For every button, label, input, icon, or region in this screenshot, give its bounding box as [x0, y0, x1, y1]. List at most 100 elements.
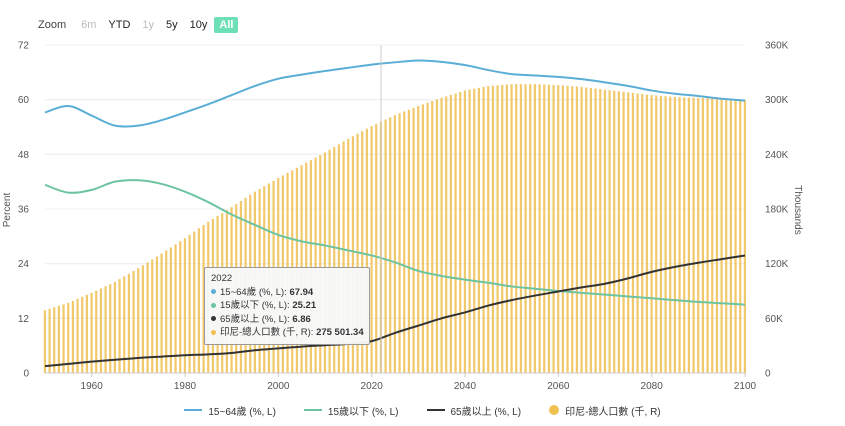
y-right-tick-label: 180K [765, 205, 789, 216]
population-bar [431, 101, 434, 373]
population-bar [132, 270, 135, 373]
population-bar [734, 99, 737, 374]
population-bar [370, 126, 373, 373]
y-right-tick-label: 360K [765, 41, 789, 52]
population-bar [533, 84, 536, 373]
population-bar [641, 94, 644, 374]
population-bar [435, 99, 438, 374]
population-bar [43, 310, 46, 373]
population-bar [90, 292, 93, 373]
population-bar [113, 281, 116, 373]
y-right-tick-label: 0 [765, 369, 771, 380]
y-left-tick-label: 24 [18, 259, 30, 270]
population-bar [197, 228, 200, 373]
legend-item-population[interactable]: 印尼-總人口數 (千, R) [549, 403, 661, 418]
population-bar [155, 256, 158, 373]
population-bar [109, 284, 112, 373]
tooltip-label: 15歲以下 (%, L): [220, 300, 293, 311]
zoom-ytd-button[interactable]: YTD [108, 19, 131, 31]
chart-tooltip: 2022 15~64歲 (%, L): 67.94 15歲以下 (%, L): … [204, 267, 370, 345]
series-line-15-64 [44, 59, 746, 128]
tooltip-row-over-65: 65歲以上 (%, L): 6.86 [211, 313, 363, 327]
population-bar [417, 106, 420, 374]
population-bar [463, 90, 466, 374]
y-right-tick-label: 300K [765, 95, 789, 106]
zoom-1y-button[interactable]: 1y [142, 19, 155, 31]
population-bar [398, 113, 401, 373]
y-left-tick-label: 12 [18, 314, 30, 325]
population-bar [519, 84, 522, 373]
population-bar [697, 97, 700, 373]
tooltip-row-population: 印尼-總人口數 (千, R): 275 501.34 [211, 326, 364, 340]
legend-item-15-64[interactable]: 15~64歲 (%, L) [184, 403, 276, 418]
population-bar [547, 84, 550, 374]
zoom-10y-button[interactable]: 10y [189, 19, 208, 31]
population-bars [43, 84, 746, 374]
legend-label: 65歲以上 (%, L) [450, 406, 522, 418]
population-bar [146, 262, 149, 373]
population-bar [557, 85, 560, 373]
population-bar [99, 288, 102, 373]
population-bar [71, 300, 74, 373]
population-bar [608, 90, 611, 374]
population-bar [729, 99, 732, 374]
x-tick-label: 1980 [174, 381, 197, 392]
population-bar [104, 286, 107, 373]
series-line-under-15 [44, 179, 746, 306]
population-bar [739, 99, 742, 374]
population-bar [715, 98, 718, 373]
population-bar [725, 98, 728, 373]
legend-label: 15~64歲 (%, L) [208, 406, 276, 418]
chart-legend: 15~64歲 (%, L) 15歲以下 (%, L) 65歲以上 (%, L) … [0, 401, 845, 419]
population-bar [636, 93, 639, 374]
legend-item-over-65[interactable]: 65歲以上 (%, L) [426, 403, 522, 418]
population-bar [566, 85, 569, 373]
population-bar [743, 99, 746, 374]
population-bar [309, 160, 312, 373]
population-bar [323, 152, 326, 373]
population-bar [337, 144, 340, 373]
legend-label: 印尼-總人口數 (千, R) [565, 406, 661, 418]
population-bar [613, 90, 616, 373]
population-bar [701, 98, 704, 373]
population-bar [160, 253, 163, 373]
tooltip-label: 65歲以上 (%, L): [220, 313, 293, 325]
population-bar [491, 85, 494, 373]
zoom-6m-button[interactable]: 6m [81, 19, 97, 31]
population-bar [585, 87, 588, 374]
population-bar [314, 157, 317, 373]
population-bar [603, 89, 606, 374]
population-bar [333, 147, 336, 373]
population-bar [473, 88, 476, 373]
population-bar [594, 88, 597, 373]
tooltip-year: 2022 [211, 273, 233, 284]
population-bar [571, 86, 574, 373]
population-bar [412, 107, 415, 373]
zoom-5y-button[interactable]: 5y [166, 19, 178, 31]
y-axis-right-title: Thousands [792, 185, 803, 234]
y-left-tick-label: 36 [18, 205, 30, 216]
population-bar [589, 88, 592, 373]
tooltip-label: 印尼-總人口數 (千, R): [220, 327, 317, 338]
population-bar [487, 86, 490, 373]
x-tick-label: 2080 [641, 381, 664, 392]
population-bar [678, 97, 681, 374]
population-bar [123, 276, 126, 373]
population-bar [631, 92, 634, 374]
population-bar [664, 96, 667, 374]
tooltip-dot-icon [211, 289, 216, 295]
y-left-tick-label: 48 [18, 150, 30, 161]
population-bar [501, 84, 504, 373]
population-bar [468, 89, 471, 374]
legend-line-icon [184, 409, 203, 411]
population-bar [365, 128, 368, 373]
population-bar [617, 91, 620, 373]
population-bar [627, 92, 630, 373]
legend-item-under-15[interactable]: 15歲以下 (%, L) [303, 403, 399, 418]
population-bar [361, 131, 364, 373]
x-tick-label: 1960 [81, 381, 104, 392]
chart-canvas[interactable]: 1960 1980 2000 2020 2040 2060 2080 2100 0 12 24 36 4… [0, 0, 845, 400]
y-right-tick-label: 120K [765, 259, 789, 270]
population-bar [407, 109, 410, 373]
zoom-all-button[interactable]: All [214, 17, 239, 33]
